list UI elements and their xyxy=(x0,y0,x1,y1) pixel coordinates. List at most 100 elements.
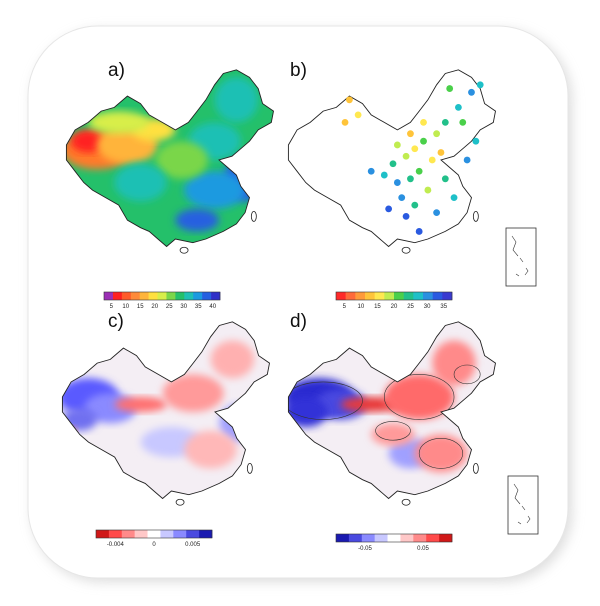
station-dot xyxy=(433,209,440,217)
colorbar-swatch xyxy=(374,292,385,300)
station-dot xyxy=(407,130,414,138)
station-dot xyxy=(455,103,462,111)
colorbar-swatch xyxy=(413,534,427,542)
station-dot xyxy=(441,175,449,183)
colorbar-swatch xyxy=(202,292,212,300)
colorbar-swatch xyxy=(108,530,123,538)
taiwan-outline xyxy=(472,210,479,222)
colorbar-swatch xyxy=(134,530,148,538)
station-dot xyxy=(437,149,445,156)
station-dot xyxy=(446,85,454,92)
panel-label-b: b) xyxy=(290,60,307,81)
colorbar-swatch xyxy=(184,292,194,300)
colorbar-swatch xyxy=(423,292,433,300)
colorbar-tick-label: 0.005 xyxy=(185,542,201,548)
station-dot xyxy=(459,119,467,126)
china-outline xyxy=(61,321,270,500)
station-dot xyxy=(380,171,388,179)
colorbar-swatch xyxy=(336,534,350,542)
station-dot xyxy=(389,160,397,168)
station-dot xyxy=(472,137,480,145)
significance-contour xyxy=(288,381,363,420)
colorbar-swatch xyxy=(387,534,401,542)
colorbar-tick-label: -0.05 xyxy=(358,546,372,552)
colorbar-swatch xyxy=(336,292,346,300)
station-dot xyxy=(476,81,484,89)
colorbar-tick-label: 15 xyxy=(137,304,144,310)
colorbar-swatch xyxy=(147,530,161,538)
colorbar-swatch xyxy=(157,292,167,300)
station-dot xyxy=(411,201,419,209)
station-dot xyxy=(415,228,423,235)
colorbar-swatch xyxy=(374,534,388,542)
colorbar-swatch xyxy=(345,292,356,300)
station-dot xyxy=(367,167,375,175)
station-dot xyxy=(468,88,475,96)
significance-contour xyxy=(453,364,481,385)
colorbar-swatch xyxy=(112,292,123,300)
panel-label-d: d) xyxy=(290,311,307,332)
station-dot xyxy=(441,119,449,126)
china-outline xyxy=(65,69,274,248)
colorbar-swatch xyxy=(365,292,375,300)
colorbar-tick-label: -0.004 xyxy=(107,542,125,548)
station-dot xyxy=(463,156,471,164)
colorbar-tick-label: 0.05 xyxy=(417,546,429,552)
colorbar-swatch xyxy=(121,530,135,538)
significance-contour xyxy=(375,421,411,441)
colorbar-tick-label: 10 xyxy=(358,304,365,310)
colorbar-swatch xyxy=(400,534,414,542)
colorbar-tick-label: 30 xyxy=(424,304,431,310)
taiwan-outline xyxy=(246,462,253,474)
colorbar-swatch xyxy=(394,292,404,300)
hainan-outline xyxy=(175,498,185,506)
colorbar-swatch xyxy=(439,534,453,542)
station-dot xyxy=(411,145,419,153)
station-dot xyxy=(393,141,401,149)
colorbar-tick-label: 5 xyxy=(343,304,347,310)
china-outline xyxy=(287,321,496,500)
significance-contour xyxy=(383,374,455,420)
station-dot xyxy=(428,156,436,164)
colorbar-swatch xyxy=(175,292,185,300)
station-dot xyxy=(424,186,432,194)
china-outline xyxy=(287,69,496,248)
colorbar-swatch xyxy=(104,292,114,300)
station-dot xyxy=(415,167,423,175)
colorbar-frame xyxy=(103,291,221,301)
colorbar-swatch xyxy=(432,292,443,300)
station-dot xyxy=(402,213,410,220)
hainan-outline xyxy=(401,498,411,506)
colorbar-swatch xyxy=(442,292,453,300)
station-dot xyxy=(385,205,393,213)
significance-contour xyxy=(418,438,464,469)
colorbar-swatch xyxy=(148,292,158,300)
station-dot xyxy=(346,96,353,104)
inset-islands xyxy=(511,235,529,277)
panel-b: 5 10 15 20 25 30 35 xyxy=(287,69,537,310)
colorbar-tick-label: 20 xyxy=(151,304,158,310)
station-dot xyxy=(433,130,440,138)
hainan-outline xyxy=(401,246,411,254)
colorbar-tick-label: 40 xyxy=(209,304,216,310)
station-dot xyxy=(398,194,406,202)
station-dot xyxy=(420,137,427,145)
taiwan-outline xyxy=(250,210,257,222)
colorbar-swatch xyxy=(413,292,424,300)
colorbar-swatch xyxy=(166,292,176,300)
colorbar-swatch xyxy=(426,534,440,542)
colorbar-swatch xyxy=(186,530,200,538)
colorbar-tick-label: 10 xyxy=(122,304,129,310)
colorbar-swatch xyxy=(139,292,149,300)
colorbar-tick-label: 15 xyxy=(374,304,381,310)
south-china-sea-inset xyxy=(505,227,537,287)
panel-label-a: a) xyxy=(108,60,125,81)
colorbar-tick-label: 30 xyxy=(180,304,187,310)
station-dot xyxy=(393,179,401,186)
station-dot xyxy=(402,152,410,160)
colorbar-tick-label: 25 xyxy=(407,304,414,310)
colorbar-frame xyxy=(95,529,213,539)
colorbar-swatch xyxy=(199,530,213,538)
inset-islands xyxy=(513,483,531,525)
